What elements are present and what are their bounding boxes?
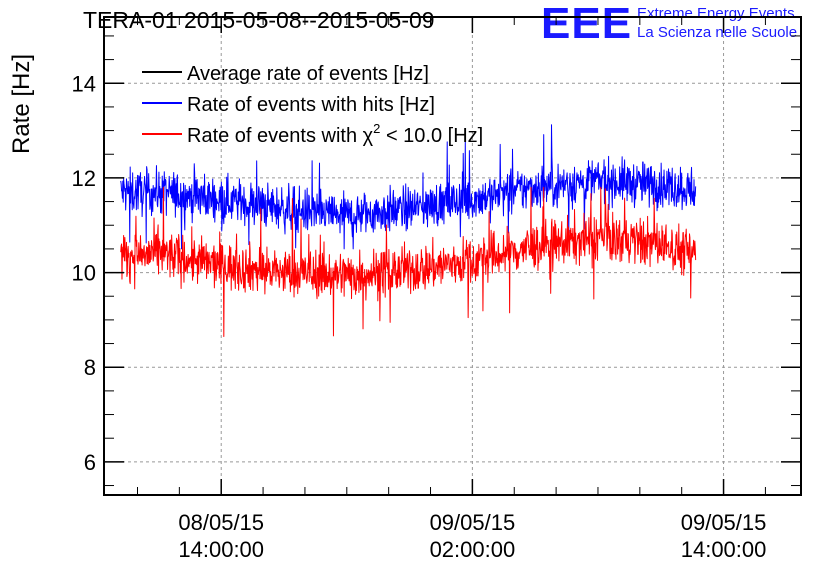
y-tick-label: 8 — [84, 355, 96, 380]
x-tick-date: 09/05/15 — [430, 510, 516, 535]
x-tick-time: 14:00:00 — [681, 537, 767, 562]
x-tick-date: 08/05/15 — [178, 510, 264, 535]
legend-chi2-post: < 10.0 [Hz] — [380, 125, 483, 147]
plot-frame — [103, 16, 802, 496]
series-line — [120, 186, 697, 337]
legend-label-chi2: Rate of events with χ2 < 10.0 [Hz] — [187, 121, 483, 147]
legend-label-hits: Rate of events with hits [Hz] — [187, 94, 435, 116]
y-tick-label: 10 — [72, 261, 96, 286]
y-tick-label: 6 — [84, 450, 96, 475]
chart-title: TERA-01 2015-05-08--2015-05-09 — [83, 7, 435, 33]
org-name-line2: La Scienza nelle Scuole — [637, 24, 798, 41]
series-line — [120, 124, 697, 250]
y-axis-label: Rate [Hz] — [8, 54, 35, 154]
x-tick-time: 02:00:00 — [430, 537, 516, 562]
legend-chi2-pre: Rate of events with — [187, 125, 363, 147]
series-layer — [120, 124, 697, 337]
axis-ticks: 6810121408/05/1514:00:0009/05/1502:00:00… — [72, 17, 801, 562]
legend: Average rate of events [Hz] Rate of even… — [142, 63, 483, 147]
y-tick-label: 12 — [72, 166, 96, 191]
legend-label-average: Average rate of events [Hz] — [187, 63, 429, 85]
x-tick-date: 09/05/15 — [681, 510, 767, 535]
y-tick-label: 14 — [72, 71, 96, 96]
x-tick-time: 14:00:00 — [178, 537, 264, 562]
legend-chi2-sup: 2 — [373, 121, 380, 136]
legend-chi2-symbol: χ — [363, 125, 374, 147]
